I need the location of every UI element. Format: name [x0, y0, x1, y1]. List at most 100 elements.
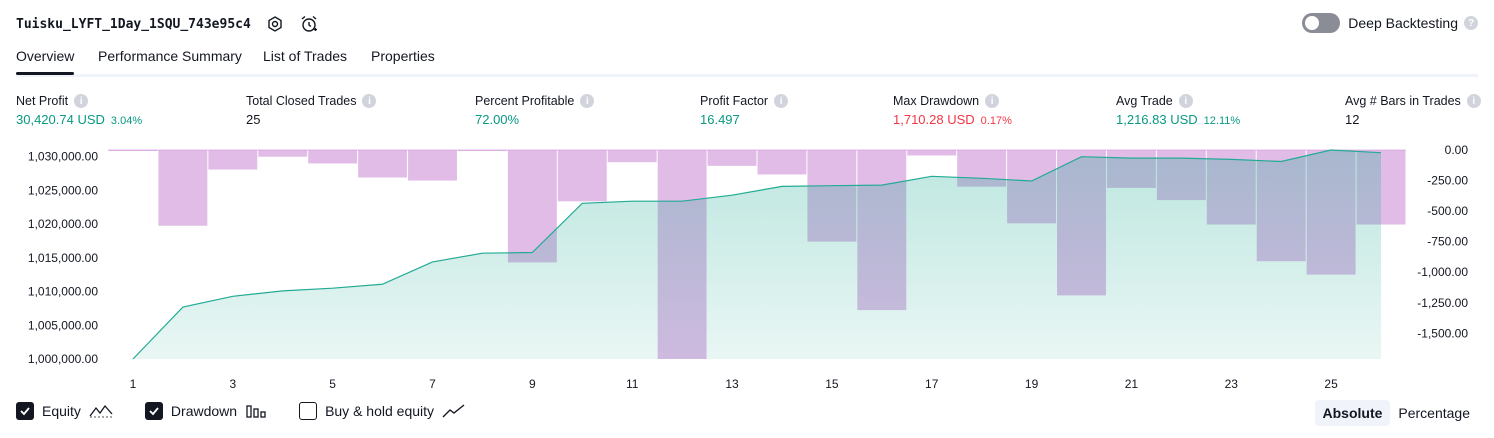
equity-line-icon [89, 403, 113, 419]
legend-drawdown[interactable]: Drawdown [144, 402, 267, 420]
left-axis-tick-label: 1,010,000.00 [28, 285, 98, 299]
deep-backtesting-toggle[interactable] [1302, 13, 1341, 33]
right-axis-tick-label: -750.00 [1427, 235, 1468, 249]
metric-label: Net Profit [16, 94, 69, 108]
left-axis-tick-label: 1,000,000.00 [28, 352, 98, 366]
metric-total-closed-trades: Total Closed Trades i 25 [246, 94, 377, 127]
info-icon[interactable]: i [1466, 94, 1481, 108]
metric-net-profit: Net Profit i 30,420.74 USD 3.04% [16, 94, 142, 127]
mode-percentage[interactable]: Percentage [1398, 405, 1470, 421]
settings-icon[interactable] [265, 14, 285, 34]
drawdown-bar [308, 150, 358, 164]
metric-sub-value: 3.04% [110, 115, 143, 127]
legend-buy-hold-equity[interactable]: Buy & hold equity [299, 402, 466, 420]
x-axis-tick-label: 9 [529, 377, 536, 391]
checkbox-buy-hold-equity[interactable] [299, 402, 318, 420]
metric-value: 1,216.83 USD [1116, 112, 1198, 127]
metric-label: Profit Factor [700, 94, 769, 108]
strategy-title: Tuisku_LYFT_1Day_1SQU_743e95c4 [16, 16, 251, 32]
x-axis-tick-label: 13 [725, 377, 739, 391]
info-icon[interactable]: i [774, 94, 789, 108]
equity-drawdown-chart: 1,000,000.00 1,005,000.00 1,010,000.00 1,01… [28, 143, 1469, 391]
info-icon[interactable]: i [362, 94, 377, 108]
deep-backtesting-label: Deep Backtesting [1348, 15, 1458, 31]
buy-hold-line-icon [442, 403, 466, 419]
legend-equity-label: Equity [42, 403, 81, 419]
info-icon[interactable]: i [74, 94, 89, 108]
left-axis-tick-label: 1,005,000.00 [28, 318, 98, 332]
checkbox-drawdown[interactable] [144, 402, 163, 420]
x-axis-tick-label: 1 [130, 377, 137, 391]
right-axis-tick-label: 0.00 [1445, 143, 1469, 157]
tab-bar: Overview Performance Summary List of Tra… [16, 46, 1478, 77]
left-axis-tick-label: 1,025,000.00 [28, 183, 98, 197]
drawdown-bar [408, 150, 457, 181]
drawdown-bar [907, 150, 957, 156]
metric-value: 1,710.28 USD [893, 112, 975, 127]
x-axis-tick-label: 19 [1025, 377, 1039, 391]
drawdown-bar [208, 150, 258, 170]
right-axis-tick-label: -250.00 [1427, 174, 1468, 188]
info-icon[interactable]: i [1178, 94, 1193, 108]
left-axis-tick-label: 1,015,000.00 [28, 251, 98, 265]
equity-line [132, 149, 1382, 360]
metric-percent-profitable: Percent Profitable i 72.00% [475, 94, 595, 127]
metric-sub-value: 0.17% [980, 115, 1012, 127]
left-axis-tick-label: 1,030,000.00 [28, 150, 98, 164]
metric-label: Total Closed Trades [246, 94, 357, 108]
drawdown-bar [108, 150, 158, 151]
display-mode-switch: Absolute Percentage [1314, 400, 1479, 426]
tab-list-of-trades[interactable]: List of Trades [263, 48, 348, 64]
drawdown-bar [557, 150, 607, 202]
tab-properties[interactable]: Properties [371, 48, 435, 64]
left-axis-tick-label: 1,020,000.00 [28, 217, 98, 231]
drawdown-bar [707, 150, 757, 166]
legend-drawdown-label: Drawdown [170, 403, 238, 419]
right-axis-tick-label: -1,250.00 [1417, 296, 1468, 310]
mode-absolute[interactable]: Absolute [1314, 400, 1391, 426]
drawdown-bar [358, 150, 408, 178]
legend-equity[interactable]: Equity [16, 402, 113, 420]
strategy-header: Tuisku_LYFT_1Day_1SQU_743e95c4 [16, 12, 319, 36]
deep-backtesting: Deep Backtesting ? [1302, 13, 1478, 33]
right-axis-tick-label: -1,000.00 [1417, 265, 1468, 279]
right-axis-tick-label: -500.00 [1427, 204, 1468, 218]
chart-legend: Equity Drawdown Buy & hold equity [16, 402, 498, 420]
drawdown-bar [258, 150, 308, 157]
metric-value: 72.00% [475, 112, 520, 127]
help-icon[interactable]: ? [1464, 16, 1478, 30]
x-axis-tick-label: 17 [925, 377, 939, 391]
legend-buy-hold-label: Buy & hold equity [325, 403, 435, 419]
drawdown-bar [607, 150, 657, 163]
info-icon[interactable]: i [580, 94, 595, 108]
x-axis-tick-label: 7 [429, 377, 436, 391]
alarm-clock-icon[interactable] [299, 14, 319, 34]
metric-avg-trade: Avg Trade i 1,216.83 USD 12.11% [1116, 94, 1240, 127]
tab-performance-summary[interactable]: Performance Summary [98, 48, 242, 64]
metric-value: 16.497 [700, 112, 740, 127]
x-axis-tick-label: 23 [1225, 377, 1239, 391]
metric-profit-factor: Profit Factor i 16.497 [700, 94, 789, 127]
x-axis-tick-label: 21 [1125, 377, 1139, 391]
metric-label: Avg # Bars in Trades [1345, 94, 1461, 108]
x-axis-tick-label: 11 [626, 377, 639, 391]
metric-value: 30,420.74 USD [16, 112, 105, 127]
x-axis-tick-label: 3 [229, 377, 236, 391]
x-axis-tick-label: 15 [825, 377, 839, 391]
info-icon[interactable]: i [985, 94, 1000, 108]
metric-label: Max Drawdown [893, 94, 980, 108]
x-axis-tick-label: 25 [1324, 377, 1338, 391]
drawdown-bars-icon [245, 403, 267, 419]
metric-label: Percent Profitable [475, 94, 575, 108]
metric-value: 25 [246, 112, 261, 127]
metric-label: Avg Trade [1116, 94, 1173, 108]
drawdown-bar [457, 150, 507, 151]
metric-value: 12 [1345, 112, 1360, 127]
checkbox-equity[interactable] [16, 402, 34, 420]
metric-max-drawdown: Max Drawdown i 1,710.28 USD 0.17% [893, 94, 1012, 127]
equity-area [132, 150, 1382, 359]
x-axis-tick-label: 5 [329, 377, 336, 391]
metric-sub-value: 12.11% [1203, 115, 1241, 127]
tab-overview[interactable]: Overview [16, 48, 75, 75]
metric-avg-bars: Avg # Bars in Trades i 12 [1345, 94, 1481, 127]
